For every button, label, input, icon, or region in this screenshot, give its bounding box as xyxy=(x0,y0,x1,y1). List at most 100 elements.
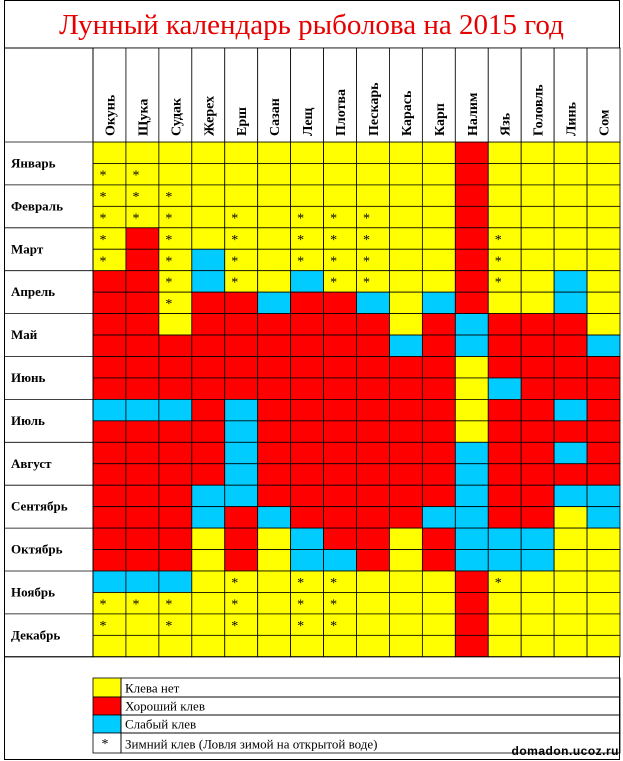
grid-cell xyxy=(290,592,324,615)
winter-bite-star: * xyxy=(100,619,107,634)
grid-cell xyxy=(520,549,555,572)
grid-cell xyxy=(487,356,522,379)
grid-cell xyxy=(487,291,522,314)
grid-cell xyxy=(290,570,324,593)
grid-cell xyxy=(487,205,522,229)
grid-cell xyxy=(421,313,456,336)
grid-cell xyxy=(421,484,456,508)
grid-cell xyxy=(257,313,292,336)
grid-cell xyxy=(553,398,588,422)
grid-cell xyxy=(125,184,160,207)
column-header-cell xyxy=(421,47,456,143)
column-header-fish: Щука xyxy=(136,99,151,136)
grid-cell xyxy=(125,291,160,314)
grid-cell xyxy=(191,463,226,486)
grid-cell xyxy=(191,613,226,636)
grid-cell xyxy=(421,163,456,186)
grid-cell xyxy=(454,313,489,336)
grid-cell xyxy=(520,334,555,357)
grid-cell xyxy=(158,291,193,314)
grid-cell xyxy=(224,334,259,357)
grid-cell xyxy=(454,356,489,379)
grid-cell xyxy=(520,141,555,164)
grid-cell xyxy=(158,634,193,658)
grid-cell xyxy=(421,506,456,529)
grid-cell xyxy=(125,398,160,422)
winter-bite-star: * xyxy=(165,297,172,312)
grid-cell xyxy=(125,634,160,658)
grid-cell xyxy=(389,613,423,636)
grid-cell xyxy=(356,549,390,572)
grid-cell xyxy=(92,356,127,379)
grid-cell xyxy=(125,592,160,615)
grid-cell xyxy=(191,270,226,293)
column-header-fish: Пескарь xyxy=(367,82,382,136)
grid-cell xyxy=(421,463,456,486)
grid-cell xyxy=(323,356,357,379)
grid-cell xyxy=(520,313,555,336)
grid-cell xyxy=(290,313,324,336)
grid-cell xyxy=(520,484,555,508)
grid-cell xyxy=(92,549,127,572)
grid-cell xyxy=(421,549,456,572)
winter-bite-star: * xyxy=(165,254,172,269)
grid-cell xyxy=(487,227,522,250)
grid-cell xyxy=(586,248,621,272)
grid-cell xyxy=(586,227,621,250)
grid-cell xyxy=(356,291,390,314)
grid-cell xyxy=(520,248,555,272)
grid-cell xyxy=(389,205,423,229)
grid-cell xyxy=(356,334,390,357)
winter-bite-star: * xyxy=(297,254,304,269)
grid-cell xyxy=(421,592,456,615)
winter-bite-star: * xyxy=(363,276,370,291)
winter-bite-star: * xyxy=(495,276,502,291)
grid-cell xyxy=(356,463,390,486)
grid-cell xyxy=(487,463,522,486)
grid-cell xyxy=(553,527,588,550)
grid-cell xyxy=(191,356,226,379)
grid-cell xyxy=(454,205,489,229)
grid-cell xyxy=(191,634,226,658)
grid-cell xyxy=(92,484,127,508)
column-header-cell xyxy=(92,47,127,143)
grid-cell xyxy=(553,313,588,336)
grid-cell xyxy=(421,184,456,207)
grid-cell xyxy=(520,527,555,550)
legend-label-cell xyxy=(120,677,621,698)
grid-cell xyxy=(586,420,621,443)
grid-cell xyxy=(257,592,292,615)
grid-cell xyxy=(191,248,226,272)
column-header-fish: Окунь xyxy=(103,94,118,136)
grid-cell xyxy=(586,463,621,486)
grid-cell xyxy=(158,592,193,615)
grid-cell xyxy=(158,141,193,164)
grid-cell xyxy=(158,398,193,422)
grid-cell xyxy=(191,334,226,357)
grid-cell xyxy=(454,592,489,615)
grid-cell xyxy=(224,570,259,593)
grid-cell xyxy=(224,527,259,550)
grid-cell xyxy=(487,570,522,593)
grid-cell xyxy=(323,506,357,529)
winter-bite-star: * xyxy=(165,276,172,291)
grid-cell xyxy=(191,549,226,572)
grid-cell xyxy=(191,227,226,250)
grid-cell xyxy=(454,163,489,186)
grid-cell xyxy=(224,163,259,186)
grid-cell xyxy=(158,377,193,400)
grid-cell xyxy=(92,184,127,207)
grid-cell xyxy=(487,334,522,357)
grid-cell xyxy=(586,205,621,229)
column-header-cell xyxy=(586,47,621,143)
grid-cell xyxy=(191,377,226,400)
grid-cell xyxy=(356,592,390,615)
grid-cell xyxy=(125,141,160,164)
grid-cell xyxy=(125,313,160,336)
column-header-fish: Жерех xyxy=(202,96,217,136)
grid-cell xyxy=(191,163,226,186)
grid-cell xyxy=(454,463,489,486)
grid-cell xyxy=(158,205,193,229)
grid-cell xyxy=(586,377,621,400)
grid-cell xyxy=(290,420,324,443)
